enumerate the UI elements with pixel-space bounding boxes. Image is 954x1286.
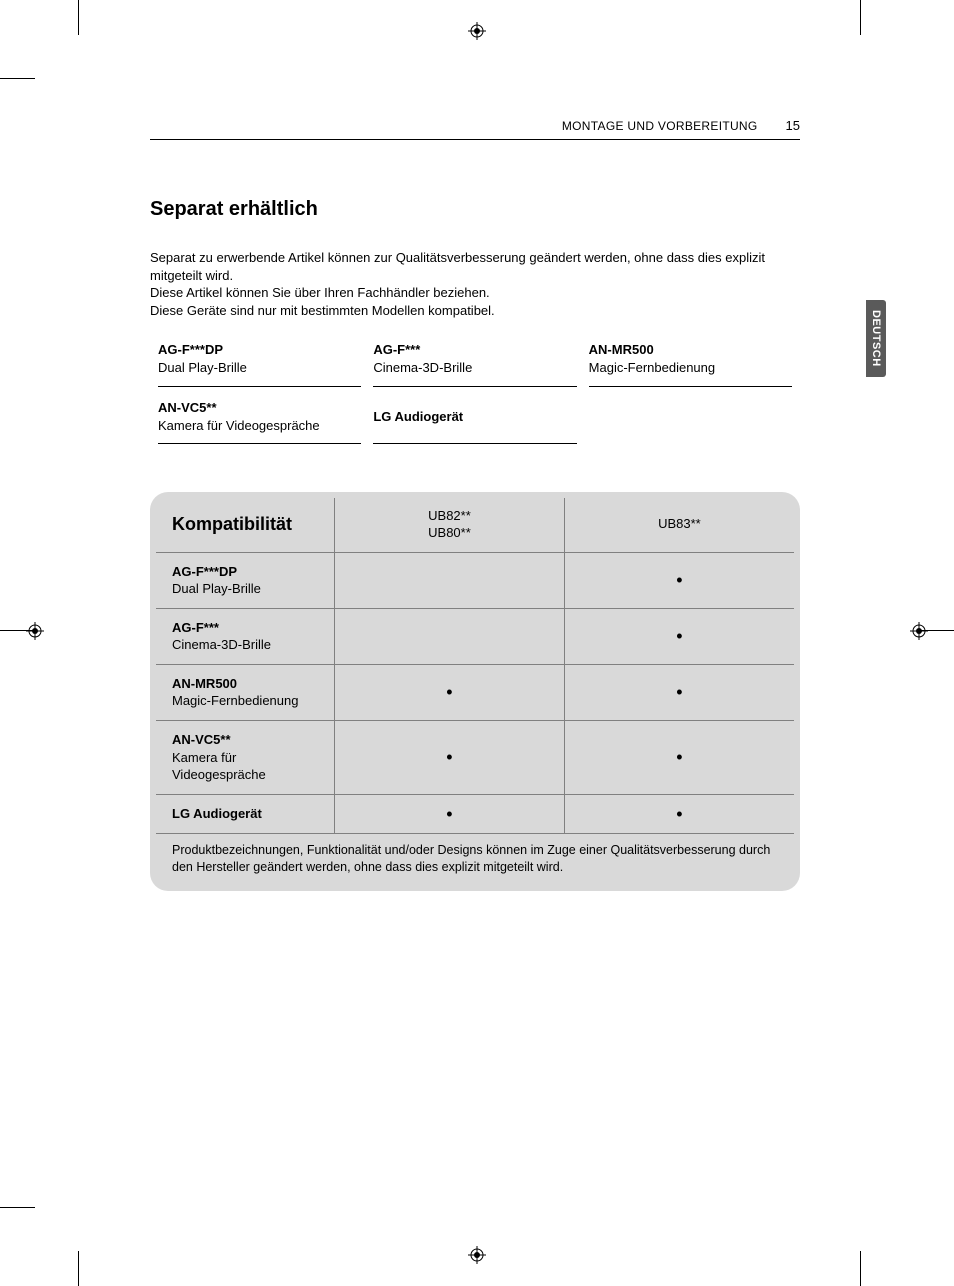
table-row: AG-F*** Cinema-3D-Brille • [156, 608, 794, 664]
cell-value: • [676, 626, 682, 646]
accessory-model: AN-VC5** [158, 399, 361, 417]
cell-value: • [676, 682, 682, 702]
crop-mark [860, 1251, 861, 1286]
accessory-name: Cinema-3D-Brille [373, 359, 576, 377]
accessory-name: Kamera für Videogespräche [158, 417, 361, 435]
row-name: Magic-Fernbedienung [172, 693, 298, 708]
accessory-model: AN-MR500 [589, 341, 792, 359]
cell-value: • [446, 682, 452, 702]
accessory-model: LG Audiogerät [373, 408, 463, 426]
registration-mark-icon [26, 622, 44, 640]
cell-value: • [446, 747, 452, 767]
accessory-model: AG-F***DP [158, 341, 361, 359]
registration-mark-icon [468, 1246, 486, 1264]
row-model: AN-VC5** [172, 732, 231, 747]
accessory-item: LG Audiogerät [373, 393, 576, 444]
crop-mark [0, 1207, 35, 1208]
registration-mark-icon [468, 22, 486, 40]
row-model: LG Audiogerät [172, 806, 262, 821]
crop-mark [860, 0, 861, 35]
intro-line: Diese Geräte sind nur mit bestimmten Mod… [150, 302, 800, 320]
col1-line1: UB82** [428, 508, 471, 523]
accessory-name: Dual Play-Brille [158, 359, 361, 377]
language-tab: DEUTSCH [866, 300, 886, 377]
page-number: 15 [786, 118, 800, 133]
cell-value: • [676, 804, 682, 824]
table-header-col2: UB83** [564, 498, 794, 552]
table-footnote: Produktbezeichnungen, Funktionalität und… [156, 833, 794, 891]
accessory-item: AN-MR500 Magic-Fernbedienung [589, 335, 792, 386]
row-name: Dual Play-Brille [172, 581, 261, 596]
row-model: AG-F*** [172, 620, 219, 635]
crop-mark [78, 0, 79, 35]
intro-paragraph: Separat zu erwerbende Artikel können zur… [150, 249, 800, 319]
row-name: Kamera für Videogespräche [172, 750, 266, 783]
cell-value: • [676, 747, 682, 767]
accessory-item: AG-F***DP Dual Play-Brille [158, 335, 361, 386]
page-content: MONTAGE UND VORBEREITUNG 15 Separat erhä… [150, 118, 800, 891]
table-row: AN-MR500 Magic-Fernbedienung • • [156, 664, 794, 720]
header-section: MONTAGE UND VORBEREITUNG [562, 119, 758, 133]
registration-mark-icon [910, 622, 928, 640]
col1-line2: UB80** [428, 525, 471, 540]
table-header-label: Kompatibilität [156, 498, 335, 552]
section-title: Separat erhältlich [150, 198, 800, 221]
intro-line: Separat zu erwerbende Artikel können zur… [150, 249, 800, 284]
crop-mark [78, 1251, 79, 1286]
accessories-grid: AG-F***DP Dual Play-Brille AG-F*** Cinem… [158, 335, 792, 386]
cell-value: • [676, 570, 682, 590]
table-row: LG Audiogerät • • [156, 794, 794, 833]
accessory-item: AG-F*** Cinema-3D-Brille [373, 335, 576, 386]
crop-mark [0, 78, 35, 79]
table-row: AG-F***DP Dual Play-Brille • [156, 552, 794, 608]
row-model: AN-MR500 [172, 676, 237, 691]
compatibility-box: Kompatibilität UB82** UB80** UB83** AG-F… [150, 492, 800, 891]
accessory-item: AN-VC5** Kamera für Videogespräche [158, 393, 361, 444]
accessory-model: AG-F*** [373, 341, 576, 359]
page-header: MONTAGE UND VORBEREITUNG 15 [150, 118, 800, 140]
row-name: Cinema-3D-Brille [172, 637, 271, 652]
accessory-name: Magic-Fernbedienung [589, 359, 792, 377]
table-row: AN-VC5** Kamera für Videogespräche • • [156, 721, 794, 795]
cell-value: • [446, 804, 452, 824]
row-model: AG-F***DP [172, 564, 237, 579]
intro-line: Diese Artikel können Sie über Ihren Fach… [150, 284, 800, 302]
compatibility-table: Kompatibilität UB82** UB80** UB83** AG-F… [156, 498, 794, 833]
table-header-col1: UB82** UB80** [335, 498, 565, 552]
